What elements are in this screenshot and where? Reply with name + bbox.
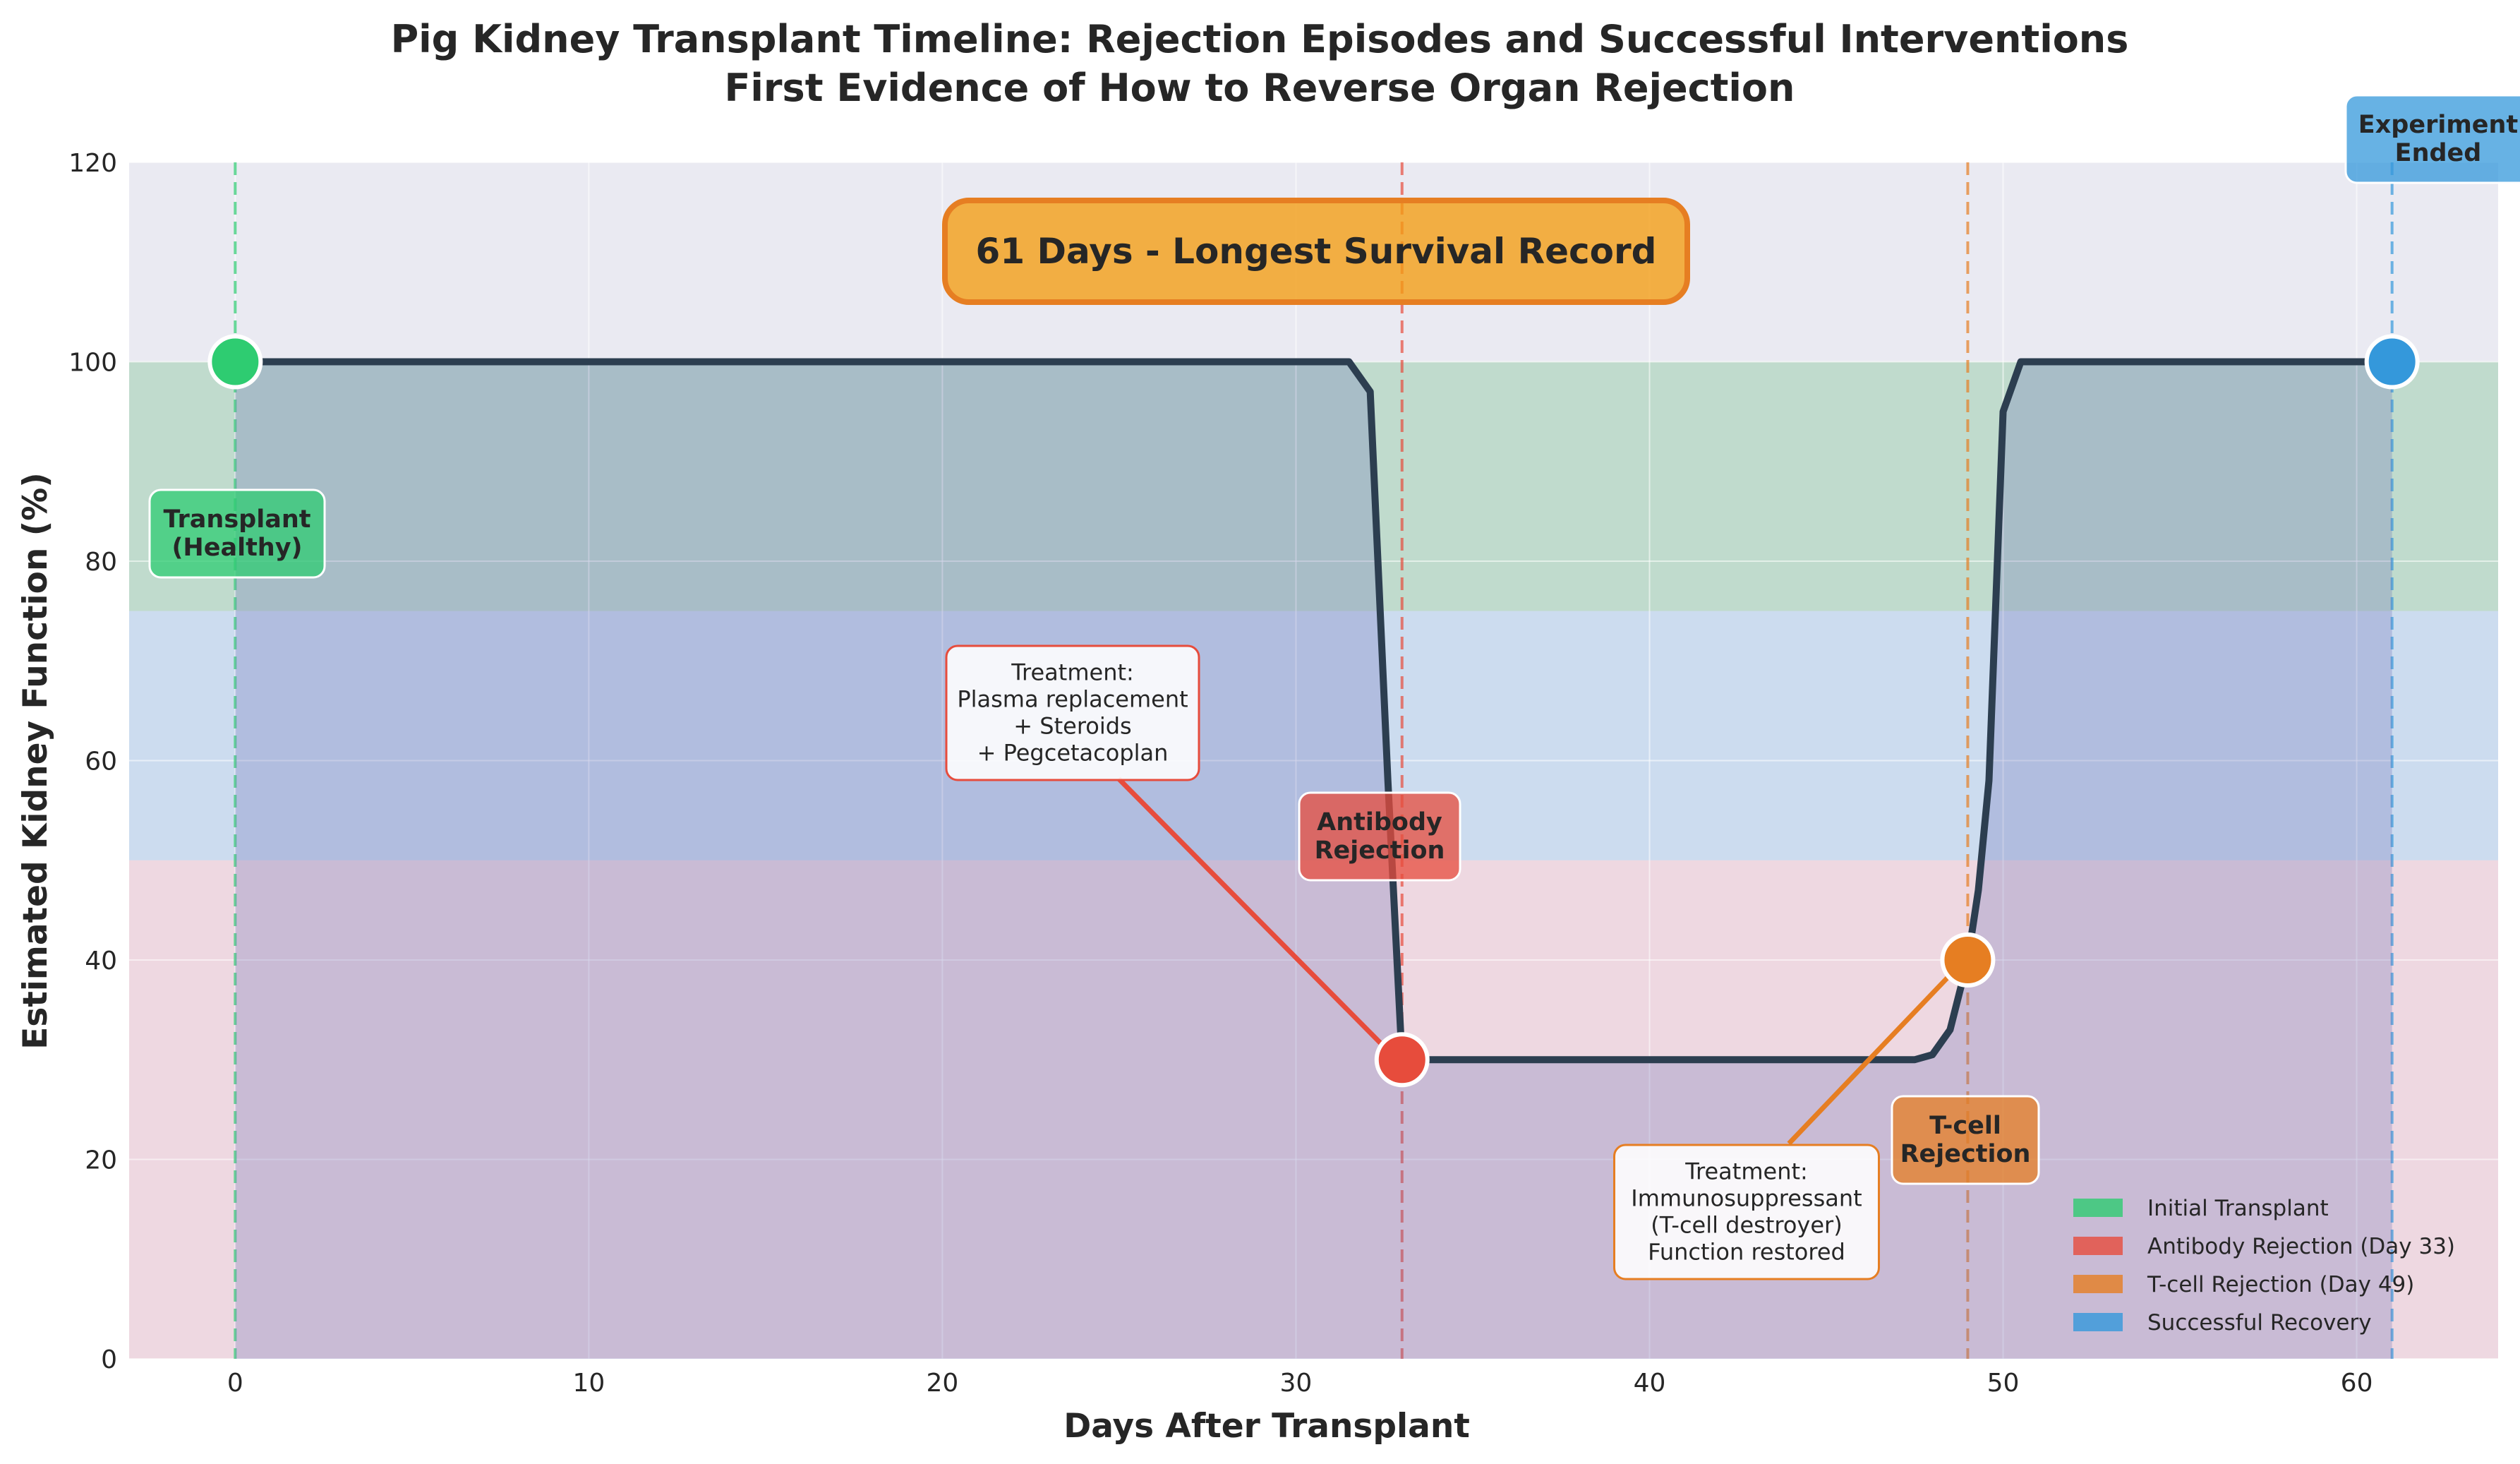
- x-axis-label: Days After Transplant: [1063, 1407, 1470, 1446]
- event-label-tcell-line-1: Rejection: [1900, 1140, 2031, 1168]
- event-label-ended-line-1: Ended: [2395, 139, 2482, 167]
- event-label-tcell-line-0: T-cell: [1929, 1112, 2001, 1140]
- marker-layer: [207, 334, 2420, 1088]
- treatment-box-1-line-3: + Pegcetacoplan: [977, 740, 1169, 767]
- x-tick-label: 20: [926, 1369, 958, 1398]
- event-label-antibody-line-0: Antibody: [1317, 808, 1442, 836]
- y-axis-label: Estimated Kidney Function (%): [16, 472, 55, 1050]
- x-tick-label: 30: [1280, 1369, 1313, 1398]
- x-tick-label: 50: [1987, 1369, 2020, 1398]
- x-ticks: 0 10 20 30 40 50 60: [227, 1369, 2373, 1398]
- treatment-box-1: Treatment:Plasma replacement+ Steroids+ …: [945, 644, 1200, 781]
- treatment-leader-2: [1787, 971, 1954, 1146]
- event-label-transplant-line-0: Transplant: [164, 505, 311, 534]
- y-tick-label: 100: [68, 349, 117, 378]
- event-label-antibody-box: [1298, 791, 1461, 882]
- event-label-transplant: Transplant(Healthy): [148, 488, 326, 579]
- legend-swatch-1: [2073, 1237, 2123, 1255]
- legend: Initial Transplant Antibody Rejection (Da…: [2073, 1196, 2455, 1336]
- y-tick-label: 120: [68, 149, 117, 178]
- x-tick-label: 10: [572, 1369, 605, 1398]
- record-banner-text: 61 Days - Longest Survival Record: [976, 231, 1657, 272]
- legend-label-3: Successful Recovery: [2147, 1310, 2372, 1336]
- event-label-ended-box: [2344, 94, 2520, 184]
- event-marker-1: [1374, 1032, 1430, 1088]
- chart-title: Pig Kidney Transplant Timeline: Rejectio…: [391, 17, 2129, 61]
- chart-subtitle: First Evidence of How to Reverse Organ R…: [725, 66, 1795, 110]
- x-tick-label: 0: [227, 1369, 243, 1398]
- legend-swatch-3: [2073, 1313, 2123, 1331]
- treatment-box-2-line-3: Function restored: [1648, 1239, 1845, 1266]
- x-tick-label: 40: [1634, 1369, 1666, 1398]
- event-marker-2: [1940, 932, 1996, 988]
- treatment-box-1-line-1: Plasma replacement: [957, 686, 1188, 713]
- y-tick-label: 0: [101, 1345, 117, 1374]
- treatment-box-2: Treatment:Immunosuppressant(T-cell destr…: [1613, 1144, 1880, 1280]
- event-label-transplant-box: [148, 488, 326, 579]
- event-label-ended-line-0: Experiment: [2358, 111, 2518, 139]
- treatment-box-2-line-2: (T-cell destroyer): [1651, 1212, 1842, 1239]
- x-tick-label: 60: [2341, 1369, 2373, 1398]
- treatment-box-1-box: [945, 644, 1200, 781]
- event-label-tcell-box: [1891, 1095, 2040, 1185]
- record-banner-box: [942, 198, 1690, 305]
- treatment-leader-1: [1116, 776, 1387, 1049]
- y-tick-label: 20: [85, 1146, 117, 1175]
- treatment-box-2-box: [1613, 1144, 1880, 1280]
- event-label-antibody-line-1: Rejection: [1315, 836, 1445, 865]
- event-marker-3: [2364, 334, 2420, 390]
- legend-label-0: Initial Transplant: [2147, 1196, 2329, 1221]
- treatment-box-2-line-0: Treatment:: [1684, 1158, 1808, 1185]
- legend-swatch-0: [2073, 1199, 2123, 1217]
- treatment-box-2-line-1: Immunosuppressant: [1631, 1185, 1862, 1212]
- treatment-box-1-line-0: Treatment:: [1011, 659, 1134, 686]
- event-label-transplant-line-1: (Healthy): [171, 534, 302, 562]
- y-tick-label: 80: [85, 548, 117, 577]
- y-tick-label: 40: [85, 947, 117, 976]
- y-ticks: 0 20 40 60 80 100 120: [68, 149, 117, 1374]
- treatment-box-1-line-2: + Steroids: [1013, 713, 1131, 740]
- event-marker-0: [207, 334, 263, 390]
- leader-layer: [1116, 776, 1954, 1146]
- legend-label-1: Antibody Rejection (Day 33): [2147, 1234, 2455, 1259]
- y-tick-label: 60: [85, 748, 117, 776]
- label-layer: Transplant(Healthy)AntibodyRejectionT-ce…: [148, 94, 2520, 1280]
- record-banner: 61 Days - Longest Survival Record: [942, 198, 1690, 305]
- legend-swatch-2: [2073, 1275, 2123, 1293]
- band-0: [129, 361, 2498, 611]
- legend-label-2: T-cell Rejection (Day 49): [2147, 1272, 2414, 1297]
